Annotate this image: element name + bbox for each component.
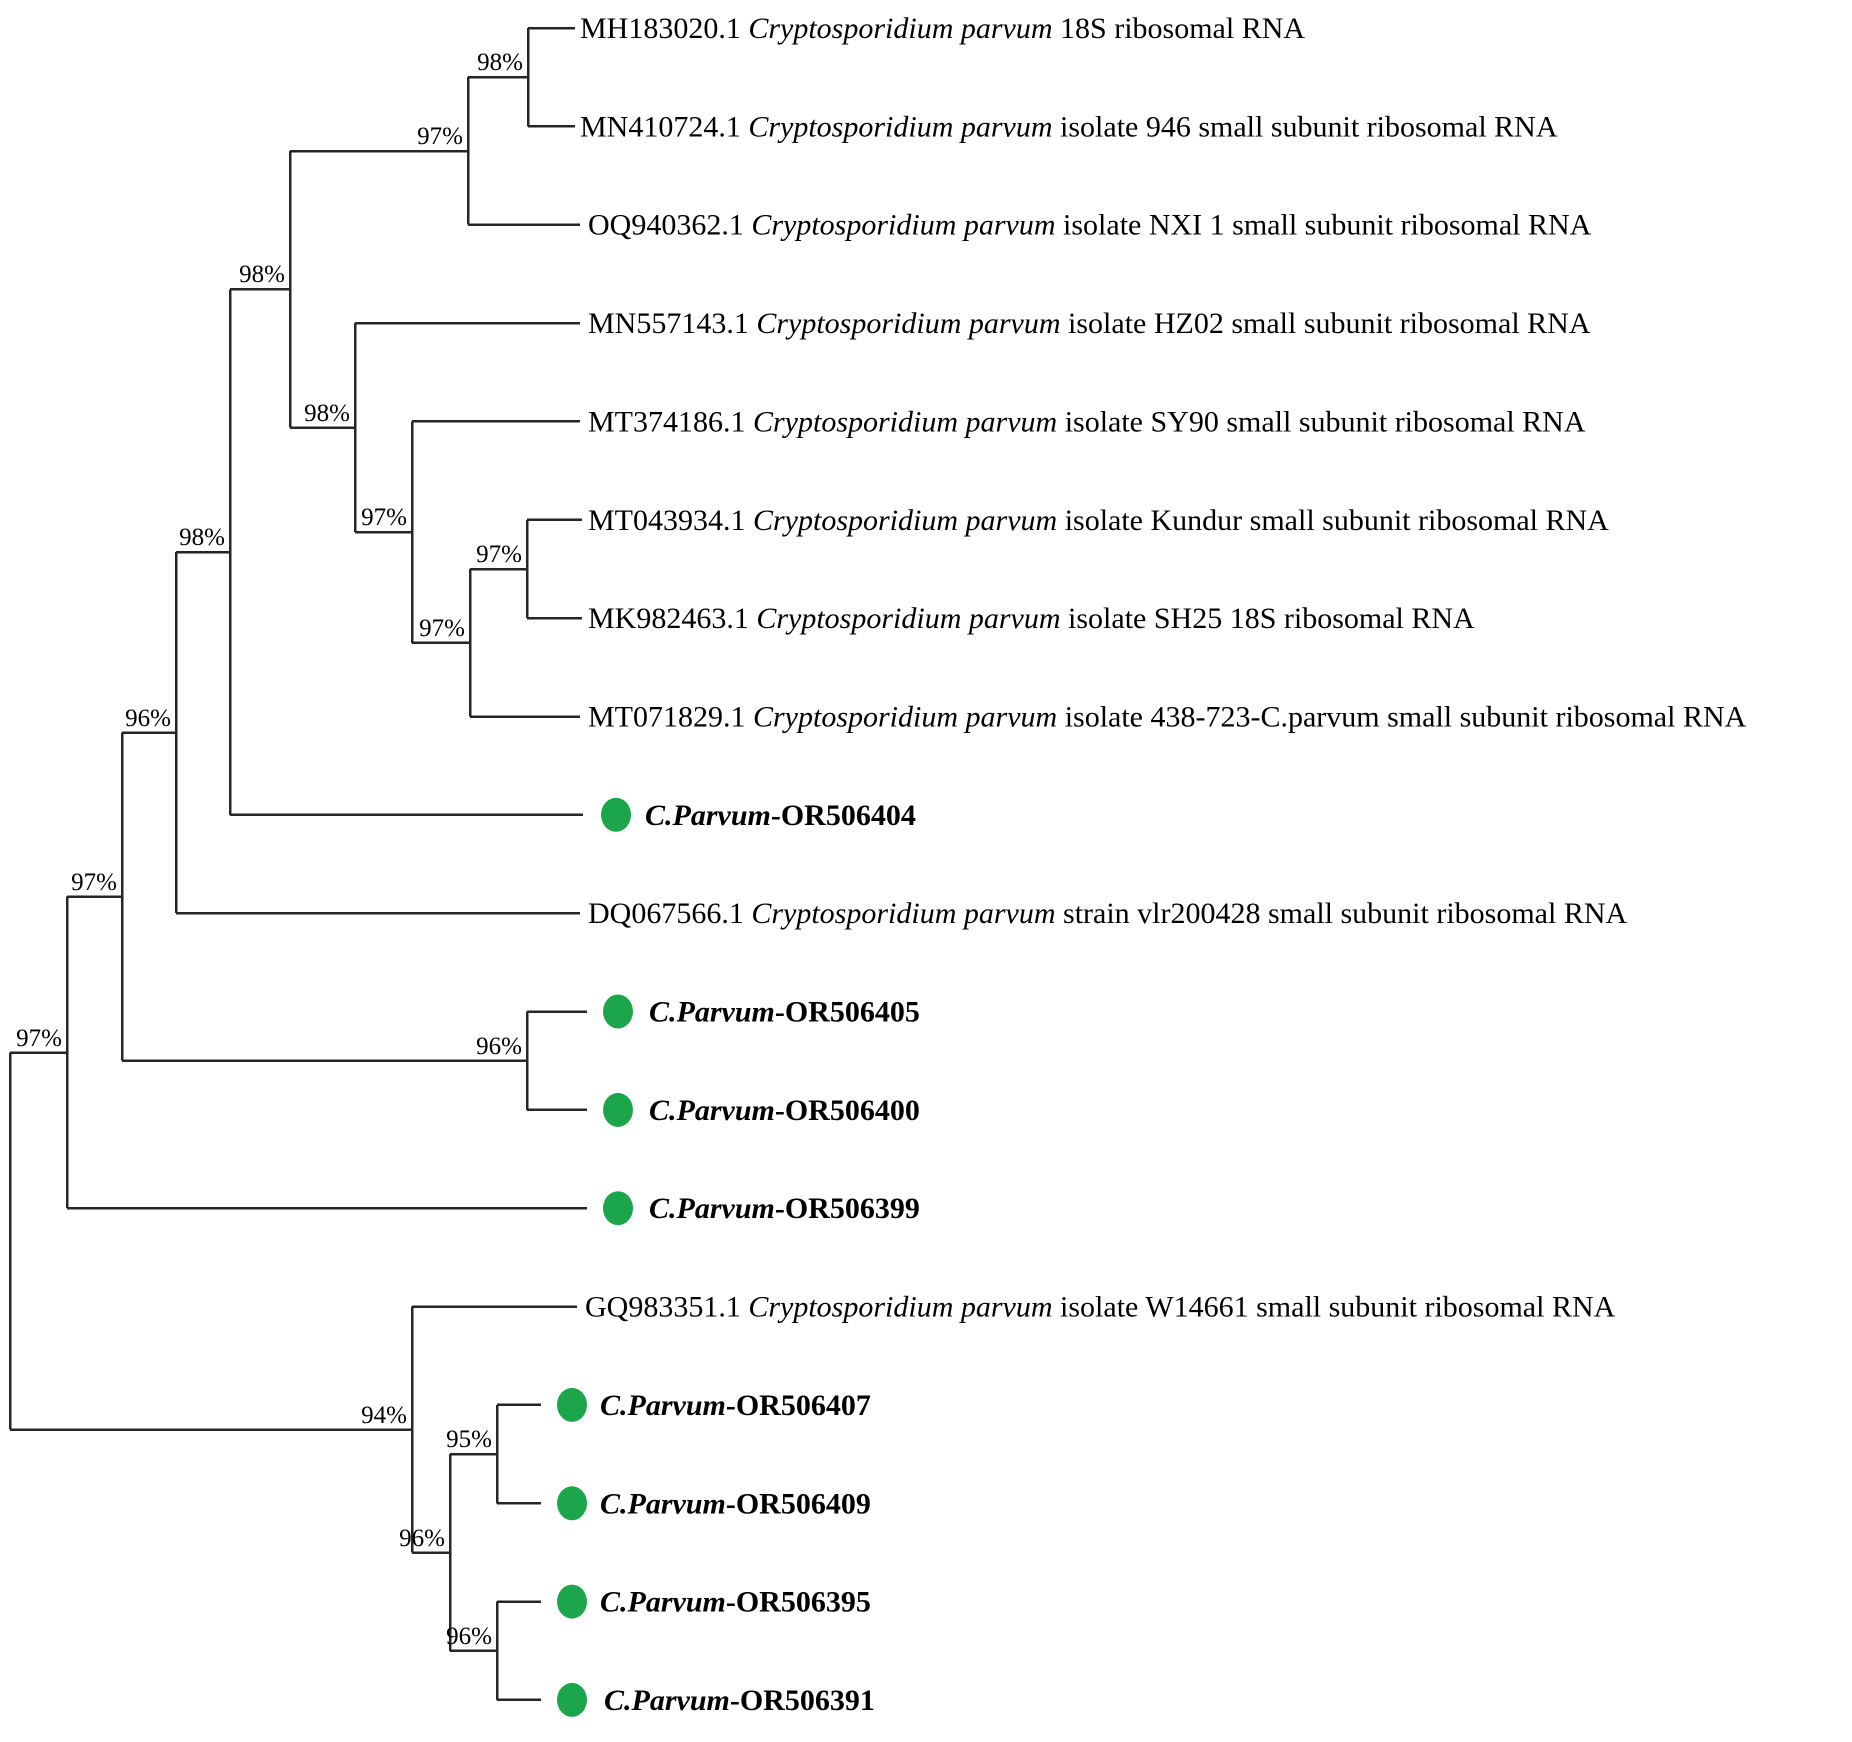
node-ks-mt071829-bootstrap-label: 97%: [419, 615, 465, 642]
tip-or506404-marker-icon: [601, 797, 631, 832]
bootstrap-labels: 98% 97% 98% 98% 97% 97% 97% 98% 96% 96% 97% 97% 94% 9…: [16, 49, 523, 1650]
branches: [8, 26, 587, 1702]
tip-or506395-label: C.Parvum-OR506395: [600, 1586, 871, 1619]
tip-dq067566-label: DQ067566.1 Cryptosporidium parvum strain…: [588, 897, 1628, 930]
tip-gq983351-label: GQ983351.1 Cryptosporidium parvum isolat…: [585, 1291, 1616, 1324]
node-upper8-bootstrap-label: 98%: [239, 261, 285, 288]
tip-mt043934-label: MT043934.1 Cryptosporidium parvum isolat…: [588, 504, 1609, 537]
tip-or506400-label: C.Parvum-OR506400: [649, 1094, 920, 1127]
node-mh-mn-bootstrap-label: 98%: [477, 49, 523, 76]
node-or407-or409-bootstrap-label: 95%: [446, 1426, 492, 1453]
tip-or506407-label: C.Parvum-OR506407: [600, 1389, 871, 1422]
tip-mt071829-label: MT071829.1 Cryptosporidium parvum isolat…: [588, 701, 1747, 734]
tip-labels: MH183020.1 Cryptosporidium parvum 18S ri…: [580, 12, 1747, 1717]
node-sy90-clade-bootstrap-label: 97%: [361, 504, 407, 531]
node-plus-or506404-bootstrap-label: 98%: [179, 524, 225, 551]
tip-or506405-marker-icon: [603, 994, 633, 1029]
tip-or506395-marker-icon: [557, 1584, 587, 1619]
tip-mh183020-label: MH183020.1 Cryptosporidium parvum 18S ri…: [580, 12, 1305, 45]
tip-or506399-label: C.Parvum-OR506399: [649, 1192, 920, 1225]
tip-markers: [557, 797, 633, 1717]
tip-or506405-label: C.Parvum-OR506405: [649, 996, 920, 1029]
tip-or506391-marker-icon: [557, 1682, 587, 1717]
tip-or506409-marker-icon: [557, 1486, 587, 1521]
tip-mn557143-label: MN557143.1 Cryptosporidium parvum isolat…: [588, 307, 1591, 340]
tip-oq940362-label: OQ940362.1 Cryptosporidium parvum isolat…: [588, 209, 1592, 242]
tip-or506399-marker-icon: [603, 1191, 633, 1226]
tip-or506400-marker-icon: [603, 1092, 633, 1127]
tip-or506409-label: C.Parvum-OR506409: [600, 1487, 871, 1520]
tip-or506391-label: C.Parvum-OR506391: [604, 1684, 875, 1717]
tip-or506407-marker-icon: [557, 1387, 587, 1422]
node-lower-inner-bootstrap-label: 96%: [399, 1525, 445, 1552]
node-or505-or400-bootstrap-label: 96%: [476, 1033, 522, 1060]
tip-or506404-label: C.Parvum-OR506404: [645, 799, 916, 832]
tip-mn410724-label: MN410724.1 Cryptosporidium parvum isolat…: [580, 110, 1558, 143]
node-plus-or506399-bootstrap-label: 97%: [16, 1025, 62, 1052]
node-mid-join-bootstrap-label: 97%: [71, 869, 117, 896]
tip-mt374186-label: MT374186.1 Cryptosporidium parvum isolat…: [588, 405, 1586, 438]
tip-mk982463-label: MK982463.1 Cryptosporidium parvum isolat…: [588, 602, 1475, 635]
node-plus-dq067566-bootstrap-label: 96%: [125, 705, 171, 732]
node-kundur-sh25-bootstrap-label: 97%: [476, 541, 522, 568]
node-hz02-clade-bootstrap-label: 98%: [304, 400, 350, 427]
node-lower-clade-bootstrap-label: 94%: [361, 1402, 407, 1429]
node-mhmn-oq-bootstrap-label: 97%: [417, 123, 463, 150]
node-or395-or391-bootstrap-label: 96%: [446, 1623, 492, 1650]
